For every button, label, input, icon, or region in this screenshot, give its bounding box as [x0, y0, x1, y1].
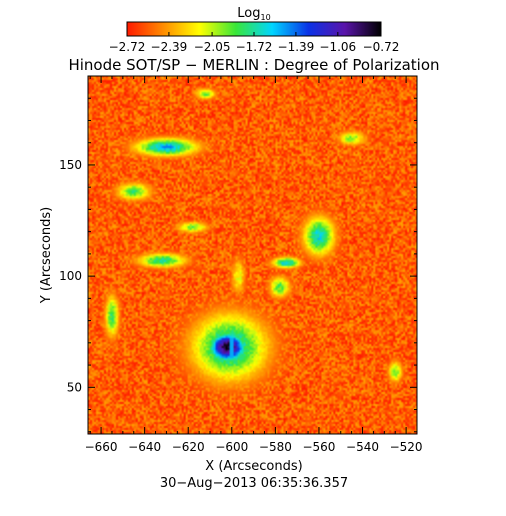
x-tick-label: −660 — [85, 440, 118, 454]
colorbar-title-text: Log — [237, 6, 260, 21]
x-tick-label: −540 — [346, 440, 379, 454]
x-tick-label: −640 — [128, 440, 161, 454]
plot-frame — [87, 75, 418, 435]
x-axis-label: X (Arcseconds) — [205, 459, 302, 474]
colorbar-title-subscript: 10 — [261, 13, 271, 22]
colorbar-tick-label: −1.39 — [278, 40, 315, 54]
y-tick-label: 50 — [67, 380, 82, 394]
y-axis: 50 100 150 — [59, 75, 417, 433]
colorbar-tick-label: −1.72 — [236, 40, 273, 54]
colorbar-title: Log10 — [237, 6, 270, 22]
chart-title: Hinode SOT/SP − MERLIN : Degree of Polar… — [68, 56, 439, 74]
colorbar-tick-label: −2.72 — [109, 40, 146, 54]
colorbar-tick-label: −1.06 — [319, 40, 356, 54]
x-tick-label: −560 — [302, 440, 335, 454]
colorbar-ticks: −2.72 −2.39 −2.05 −1.72 −1.39 −1.06 −0.72 — [109, 32, 400, 54]
colorbar-tick-label: −2.05 — [194, 40, 231, 54]
x-tick-label: −520 — [390, 440, 423, 454]
x-tick-label: −580 — [259, 440, 292, 454]
x-axis: −660 −640 −620 −600 −580 −560 −540 −520 — [85, 76, 423, 454]
timestamp-footer: 30−Aug−2013 06:35:36.357 — [160, 476, 348, 491]
x-tick-label: −600 — [215, 440, 248, 454]
y-axis-label: Y (Arcseconds) — [39, 207, 54, 304]
x-tick-label: −620 — [172, 440, 205, 454]
polarization-heatmap — [88, 76, 417, 434]
colorbar: Log10 −2.72 −2.39 −2.05 −1.72 −1.39 −1.06 −0.7… — [109, 6, 400, 54]
colorbar-tick-label: −0.72 — [363, 40, 400, 54]
colorbar-tick-label: −2.39 — [151, 40, 188, 54]
y-tick-label: 100 — [59, 269, 82, 283]
y-tick-label: 150 — [59, 158, 82, 172]
